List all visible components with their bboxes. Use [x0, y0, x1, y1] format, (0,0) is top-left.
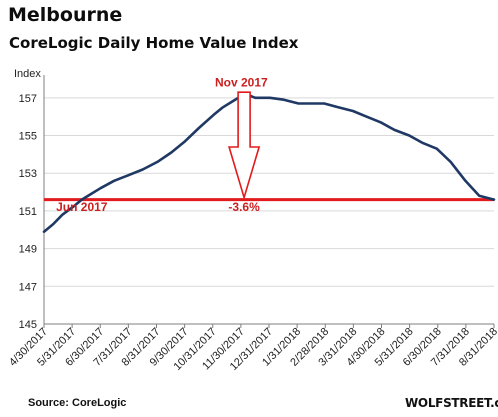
watermark: WOLFSTREET.com [405, 396, 498, 410]
gridlines [44, 97, 494, 325]
y-tick-label-145: 145 [19, 319, 37, 331]
y-tick-label-155: 155 [19, 131, 37, 143]
annotation-1: Jun 2017 [56, 200, 108, 214]
axes: Index1451471491511531551574/30/20175/31/… [7, 68, 498, 373]
source-note: Source: CoreLogic [28, 397, 127, 409]
y-tick-label-147: 147 [19, 281, 37, 293]
y-tick-label-151: 151 [19, 206, 37, 218]
annotation-0: Nov 2017 [215, 76, 268, 90]
y-tick-label-157: 157 [19, 93, 37, 105]
y-axis-label: Index [14, 68, 41, 80]
y-tick-label-153: 153 [19, 168, 37, 180]
chart-title: Melbourne [8, 4, 123, 26]
annotation-2: -3.6% [228, 200, 260, 214]
decline-arrow [228, 91, 261, 201]
y-tick-label-149: 149 [19, 244, 37, 256]
annotations-layer: Nov 2017 Jun 2017 -3.6% [56, 76, 268, 214]
arrow-layer [228, 91, 261, 201]
chart-subtitle: CoreLogic Daily Home Value Index [9, 34, 299, 52]
